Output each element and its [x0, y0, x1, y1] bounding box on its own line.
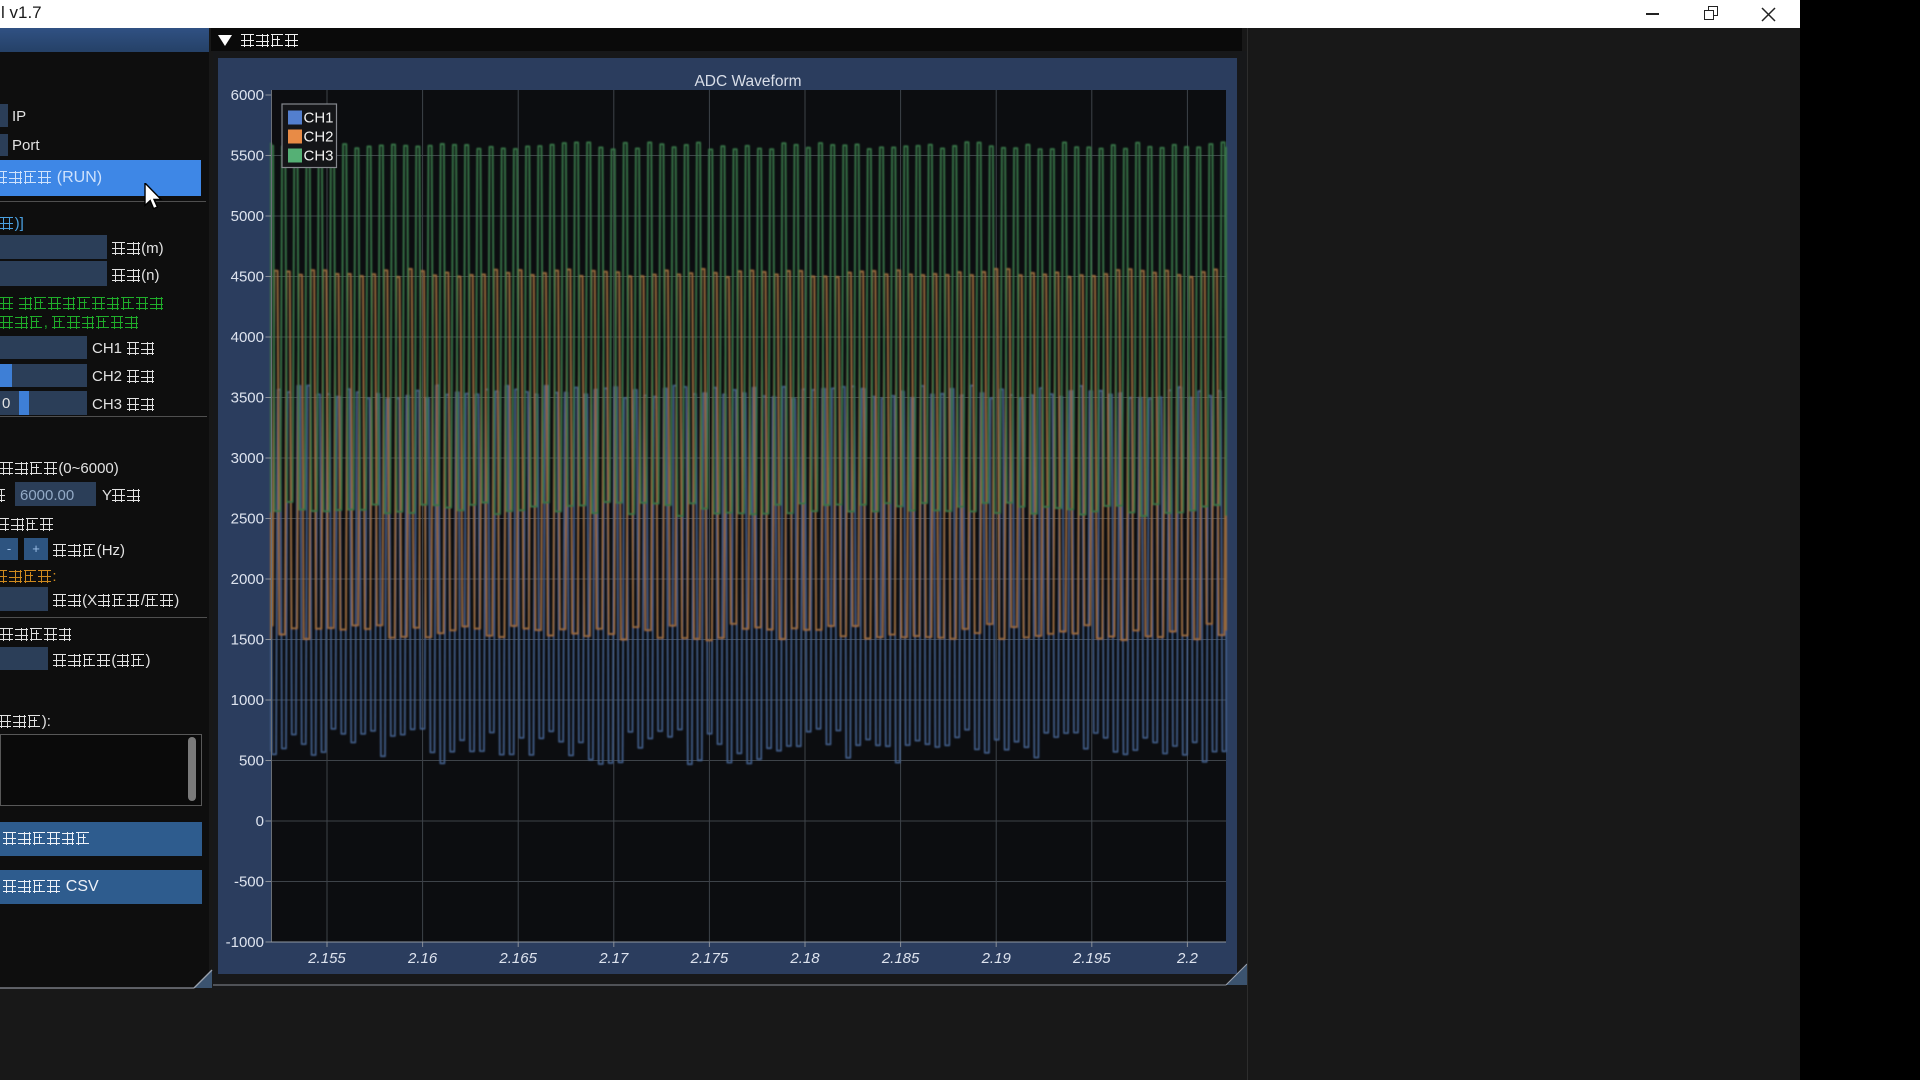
svg-text:2.19: 2.19	[981, 950, 1012, 967]
svg-text:2500: 2500	[231, 511, 264, 528]
svg-text:1000: 1000	[231, 692, 264, 709]
svg-text:3500: 3500	[231, 390, 264, 407]
svg-text:2.175: 2.175	[690, 950, 729, 967]
svg-text:2.2: 2.2	[1176, 950, 1199, 967]
svg-text:-1000: -1000	[226, 934, 264, 951]
svg-text:CH1: CH1	[304, 110, 334, 127]
svg-text:CH3: CH3	[304, 148, 334, 165]
svg-text:-500: -500	[234, 874, 264, 891]
svg-text:4000: 4000	[231, 329, 264, 346]
svg-text:1500: 1500	[231, 632, 264, 649]
svg-text:2.185: 2.185	[881, 950, 920, 967]
svg-text:2.18: 2.18	[789, 950, 820, 967]
svg-text:4500: 4500	[231, 269, 264, 286]
svg-text:2.155: 2.155	[307, 950, 346, 967]
svg-text:6000: 6000	[231, 87, 264, 104]
svg-text:ADC Waveform: ADC Waveform	[694, 73, 801, 90]
svg-text:2.165: 2.165	[498, 950, 537, 967]
svg-text:2.195: 2.195	[1072, 950, 1111, 967]
svg-text:2.17: 2.17	[598, 950, 629, 967]
svg-text:3000: 3000	[231, 450, 264, 467]
svg-text:5500: 5500	[231, 148, 264, 165]
svg-text:2000: 2000	[231, 571, 264, 588]
svg-text:CH2: CH2	[304, 129, 334, 146]
svg-text:2.16: 2.16	[407, 950, 438, 967]
svg-text:5000: 5000	[231, 208, 264, 225]
svg-text:0: 0	[256, 813, 264, 830]
svg-text:500: 500	[239, 753, 264, 770]
